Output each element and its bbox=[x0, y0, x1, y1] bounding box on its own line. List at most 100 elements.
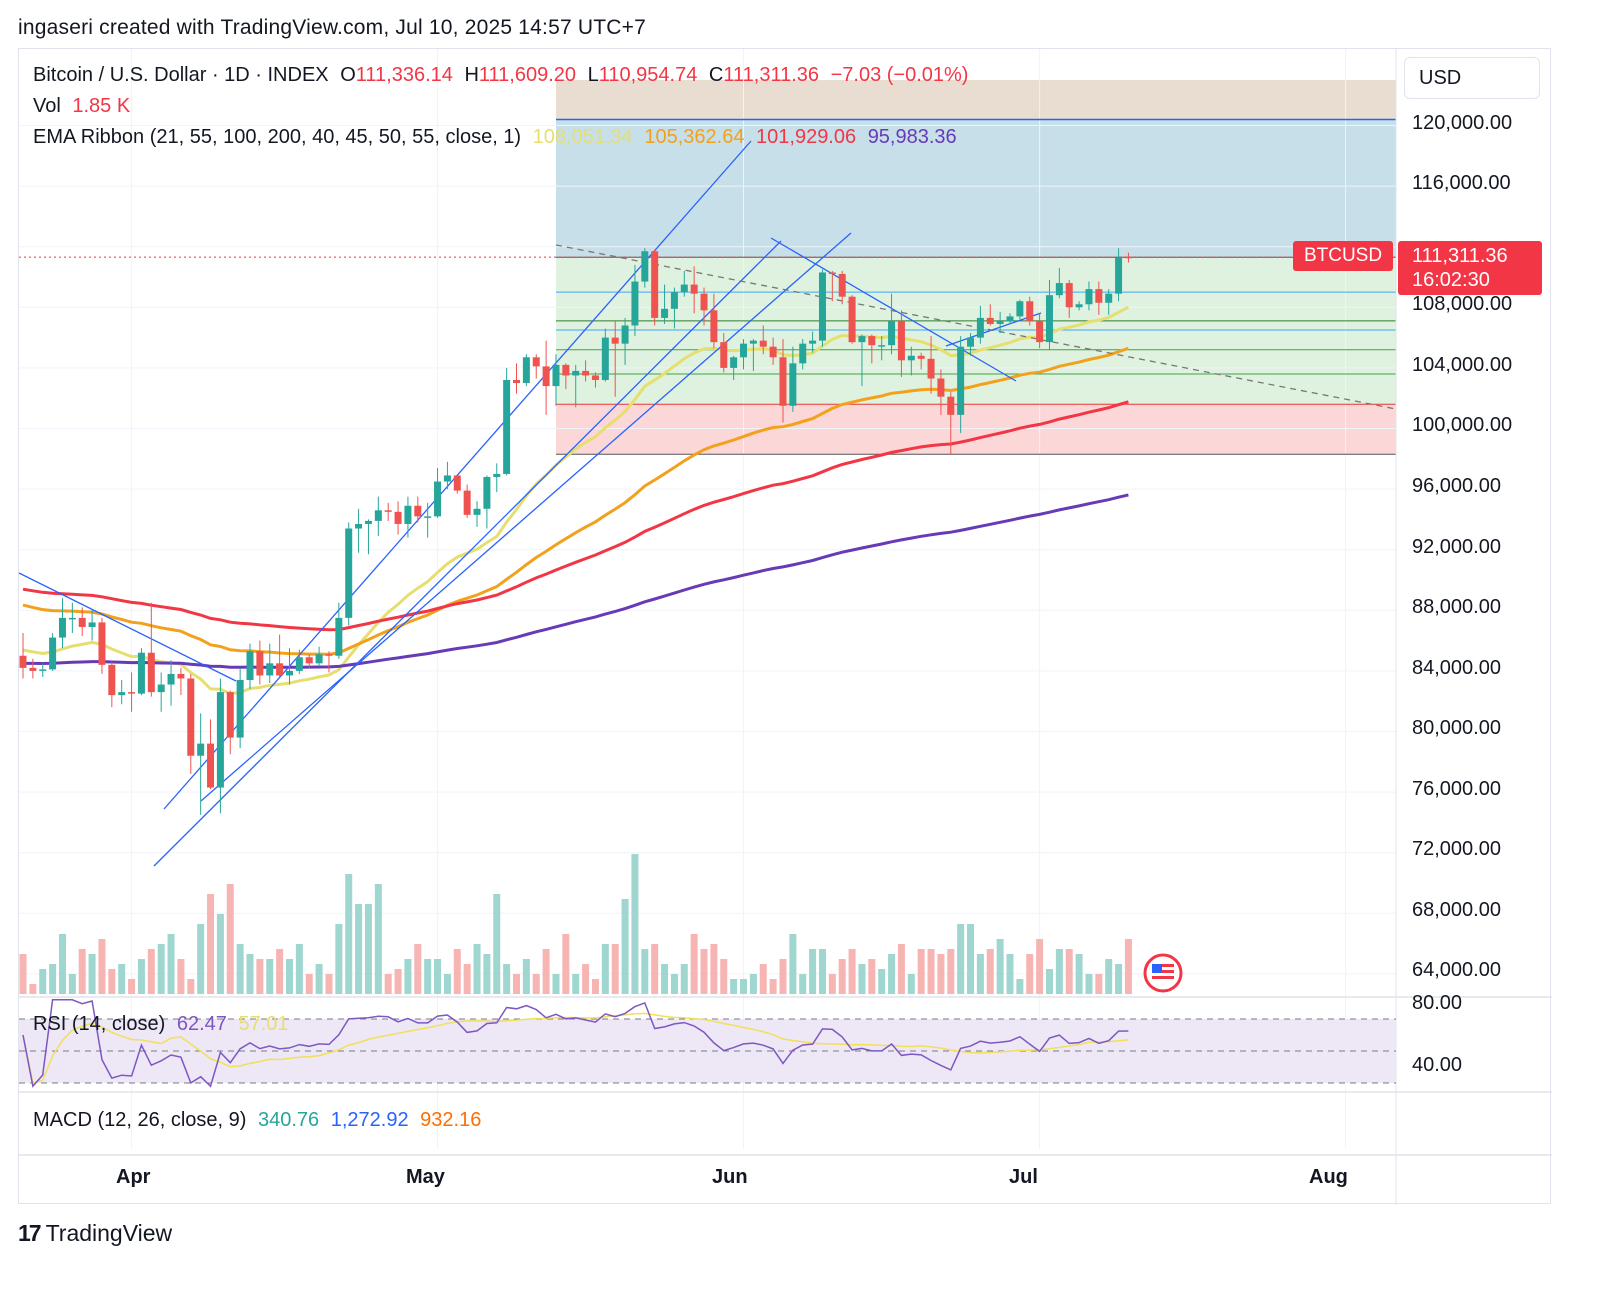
volume-bar bbox=[996, 939, 1004, 994]
volume-bar bbox=[157, 944, 165, 994]
candle-body bbox=[1085, 289, 1093, 305]
price-tick: 72,000.00 bbox=[1412, 838, 1501, 860]
volume-bar bbox=[473, 944, 481, 994]
candle-body bbox=[976, 317, 984, 338]
price-tick: 104,000.00 bbox=[1412, 354, 1513, 376]
volume-bar bbox=[522, 959, 530, 994]
ema-value-55: 105,362.64 bbox=[644, 126, 745, 148]
candle-body bbox=[443, 475, 451, 482]
candle-body bbox=[453, 475, 461, 491]
volume-bar bbox=[621, 899, 629, 994]
candle-body bbox=[147, 652, 155, 693]
chart-attribution: ingaseri created with TradingView.com, J… bbox=[18, 16, 646, 39]
time-tick: Apr bbox=[116, 1166, 151, 1188]
candle-body bbox=[888, 320, 896, 346]
candle-body bbox=[1065, 283, 1073, 308]
volume-bar bbox=[967, 924, 975, 994]
candle-body bbox=[483, 476, 491, 509]
volume-bar bbox=[345, 874, 353, 994]
candle-body bbox=[532, 357, 540, 367]
macd-line-value: 1,272.92 bbox=[330, 1109, 409, 1131]
volume-bar bbox=[552, 974, 560, 994]
last-price-value: 111,311.36 bbox=[1412, 245, 1508, 267]
candle-body bbox=[394, 511, 402, 524]
candle-body bbox=[848, 296, 856, 343]
volume-bar bbox=[779, 959, 787, 994]
candle-body bbox=[838, 273, 846, 297]
volume-bar bbox=[917, 949, 925, 994]
price-tick: 108,000.00 bbox=[1412, 293, 1513, 315]
candle-body bbox=[503, 380, 511, 474]
volume-bar bbox=[137, 959, 145, 994]
volume-bar bbox=[1115, 964, 1123, 994]
price-zone bbox=[556, 404, 1396, 455]
volume-bar bbox=[453, 949, 461, 994]
candle-body bbox=[572, 370, 580, 376]
volume-bar bbox=[661, 964, 669, 994]
volume-bar bbox=[651, 944, 659, 994]
us-flag-icon[interactable] bbox=[1143, 953, 1183, 993]
candle-body bbox=[1036, 320, 1044, 343]
candle-body bbox=[809, 340, 817, 344]
price-tick: 116,000.00 bbox=[1412, 172, 1511, 194]
candle-body bbox=[868, 336, 876, 346]
currency-button[interactable]: USD bbox=[1404, 57, 1540, 99]
rsi-value: 62.47 bbox=[176, 1013, 227, 1035]
trend-line bbox=[153, 240, 782, 867]
candle-body bbox=[897, 320, 905, 361]
volume-bar bbox=[799, 974, 807, 994]
volume-bar bbox=[907, 974, 915, 994]
price-tick: 68,000.00 bbox=[1412, 899, 1501, 921]
candle-body bbox=[522, 357, 530, 384]
volume-bar bbox=[730, 979, 738, 994]
volume-bar bbox=[49, 964, 57, 994]
candle-body bbox=[591, 375, 599, 381]
volume-bar bbox=[503, 964, 511, 994]
candle-body bbox=[246, 651, 254, 680]
volume-bar bbox=[394, 969, 402, 994]
macd-label[interactable]: MACD (12, 26, close, 9) bbox=[33, 1109, 247, 1131]
volume-bar bbox=[98, 939, 106, 994]
volume-bar bbox=[1026, 954, 1034, 994]
candle-body bbox=[907, 355, 915, 361]
open-value: 111,336.14 bbox=[355, 64, 453, 86]
volume-bar bbox=[335, 924, 343, 994]
price-chart[interactable] bbox=[19, 49, 1552, 1205]
volume-bar bbox=[670, 974, 678, 994]
volume-bar bbox=[769, 979, 777, 994]
candle-body bbox=[1075, 304, 1083, 308]
chart-frame[interactable] bbox=[18, 48, 1552, 1205]
candle-body bbox=[641, 251, 649, 282]
volume-bar bbox=[246, 954, 254, 994]
candle-body bbox=[88, 622, 96, 627]
volume-bar bbox=[700, 949, 708, 994]
candle-body bbox=[29, 667, 37, 671]
volume-bar bbox=[216, 914, 224, 994]
candle-body bbox=[128, 692, 136, 694]
volume-label[interactable]: Vol bbox=[33, 95, 61, 117]
candle-body bbox=[1105, 293, 1113, 303]
candle-body bbox=[730, 357, 738, 368]
volume-bar bbox=[39, 969, 47, 994]
volume-bar bbox=[404, 959, 412, 994]
candle-body bbox=[552, 364, 560, 387]
candle-body bbox=[1055, 283, 1063, 296]
volume-bar bbox=[78, 949, 86, 994]
ema-label[interactable]: EMA Ribbon (21, 55, 100, 200, 40, 45, 50… bbox=[33, 126, 522, 148]
high-label: H bbox=[464, 64, 479, 86]
candle-body bbox=[78, 617, 86, 627]
volume-bar bbox=[443, 974, 451, 994]
price-tick: 120,000.00 bbox=[1412, 112, 1513, 134]
rsi-label[interactable]: RSI (14, close) bbox=[33, 1013, 166, 1035]
candle-body bbox=[710, 310, 718, 343]
tradingview-logo[interactable]: 17 TradingView bbox=[18, 1220, 172, 1247]
volume-bar bbox=[897, 944, 905, 994]
volume-bar bbox=[828, 974, 836, 994]
volume-bar bbox=[128, 979, 136, 994]
volume-bar bbox=[177, 959, 185, 994]
volume-bar bbox=[207, 894, 215, 994]
candle-body bbox=[325, 654, 333, 656]
symbol-name[interactable]: Bitcoin / U.S. Dollar · 1D · INDEX bbox=[33, 64, 329, 86]
rsi-line bbox=[22, 999, 1129, 1088]
volume-bar bbox=[749, 974, 757, 994]
